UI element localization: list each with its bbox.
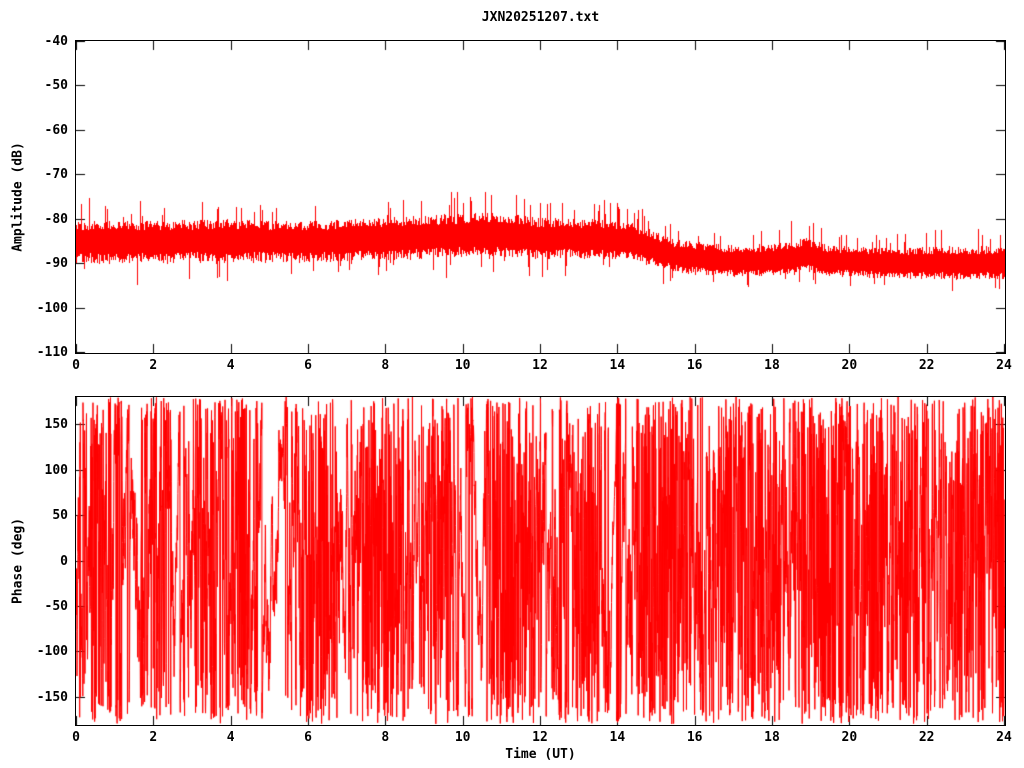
chart-title: JXN20251207.txt: [481, 10, 600, 25]
x-tick-label: 4: [226, 730, 235, 745]
x-tick-label: 16: [686, 730, 703, 745]
x-tick-label: 6: [304, 358, 312, 373]
y-tick-label: -50: [44, 78, 68, 94]
x-tick-label: 10: [454, 730, 471, 745]
x-tick-label: 12: [532, 358, 548, 373]
x-tick-label: 10: [454, 358, 471, 373]
x-tick-label: 8: [381, 730, 390, 745]
x-tick-label: 0: [72, 730, 80, 745]
x-tick-label: 24: [996, 358, 1012, 373]
x-tick-label: 14: [609, 730, 626, 745]
x-tick-label: 16: [686, 358, 703, 373]
x-tick-label: 2: [149, 358, 158, 373]
x-tick-label: 2: [149, 730, 158, 745]
y-tick-label: 150: [44, 417, 68, 433]
x-tick-label: 14: [609, 358, 626, 373]
y-tick-label: 50: [52, 508, 68, 524]
x-tick-label: 8: [381, 358, 390, 373]
x-tick-label: 18: [764, 358, 780, 373]
amplitude-series-canvas: [76, 41, 1005, 353]
x-tick-label: 0: [72, 358, 80, 373]
x-tick-label: 22: [918, 358, 935, 373]
y-tick-label: -150: [36, 689, 68, 705]
y-tick-label: 100: [44, 462, 68, 478]
x-tick-label: 4: [226, 358, 235, 373]
x-axis-label: Time (UT): [505, 747, 576, 762]
y-tick-label: -60: [44, 122, 68, 138]
x-tick-label: 20: [841, 730, 858, 745]
y-tick-label: -70: [44, 167, 68, 183]
y-tick-label: 0: [60, 553, 68, 569]
amplitude-plot: [75, 40, 1006, 354]
y-tick-label: -40: [44, 34, 68, 49]
y-tick-label: -50: [44, 598, 68, 614]
y-tick-label: -100: [36, 300, 68, 316]
y-tick-label: -80: [44, 211, 68, 227]
phase-plot: [75, 396, 1006, 726]
y-tick-label: -110: [36, 345, 68, 360]
x-tick-label: 6: [304, 730, 312, 745]
y-tick-label: -90: [44, 256, 68, 272]
y-tick-label: -100: [36, 644, 68, 660]
x-tick-label: 12: [532, 730, 548, 745]
x-tick-label: 20: [841, 358, 858, 373]
phase-series-canvas: [76, 397, 1005, 725]
x-tick-label: 22: [918, 730, 935, 745]
x-tick-label: 24: [996, 730, 1012, 745]
x-tick-label: 18: [764, 730, 780, 745]
